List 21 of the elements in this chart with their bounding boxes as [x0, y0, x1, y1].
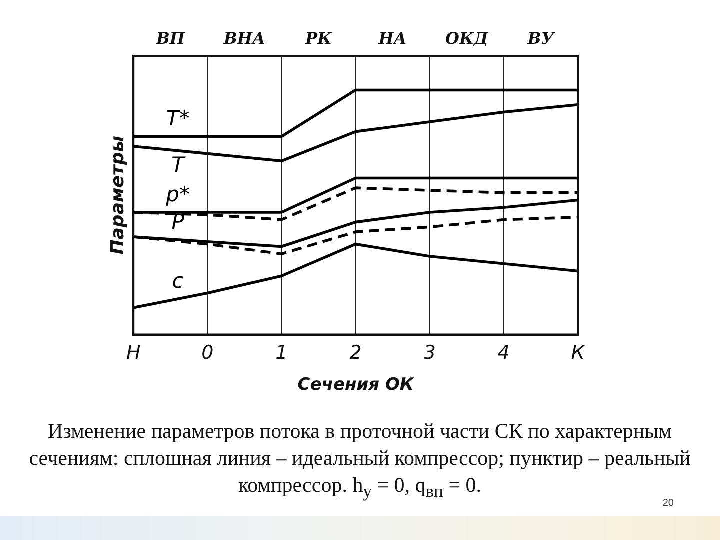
x-tick-label: Н [126, 342, 141, 364]
text: ВП [155, 29, 186, 48]
x-tick-label: 1 [276, 342, 288, 364]
x-tick-label: 0 [202, 342, 214, 364]
text: 20 [662, 498, 674, 509]
x-tick-label: 3 [424, 342, 436, 364]
x-axis-title: Сечения ОК [298, 375, 415, 396]
text: НА [378, 29, 407, 48]
series-label: T* [166, 106, 190, 131]
series-label: P [172, 210, 185, 234]
x-tick-label: 2 [350, 342, 362, 364]
text: РК [304, 29, 332, 48]
series-label: c [172, 269, 184, 294]
x-tick-label: 4 [498, 342, 510, 364]
series-label: p* [165, 182, 190, 206]
text: ОКД [446, 29, 490, 48]
series-label: T [172, 152, 187, 177]
y-axis-title: Параметры [107, 136, 128, 255]
x-tick-label: К [571, 342, 586, 364]
text: ВУ [526, 29, 556, 48]
text: ВНА [222, 29, 266, 48]
